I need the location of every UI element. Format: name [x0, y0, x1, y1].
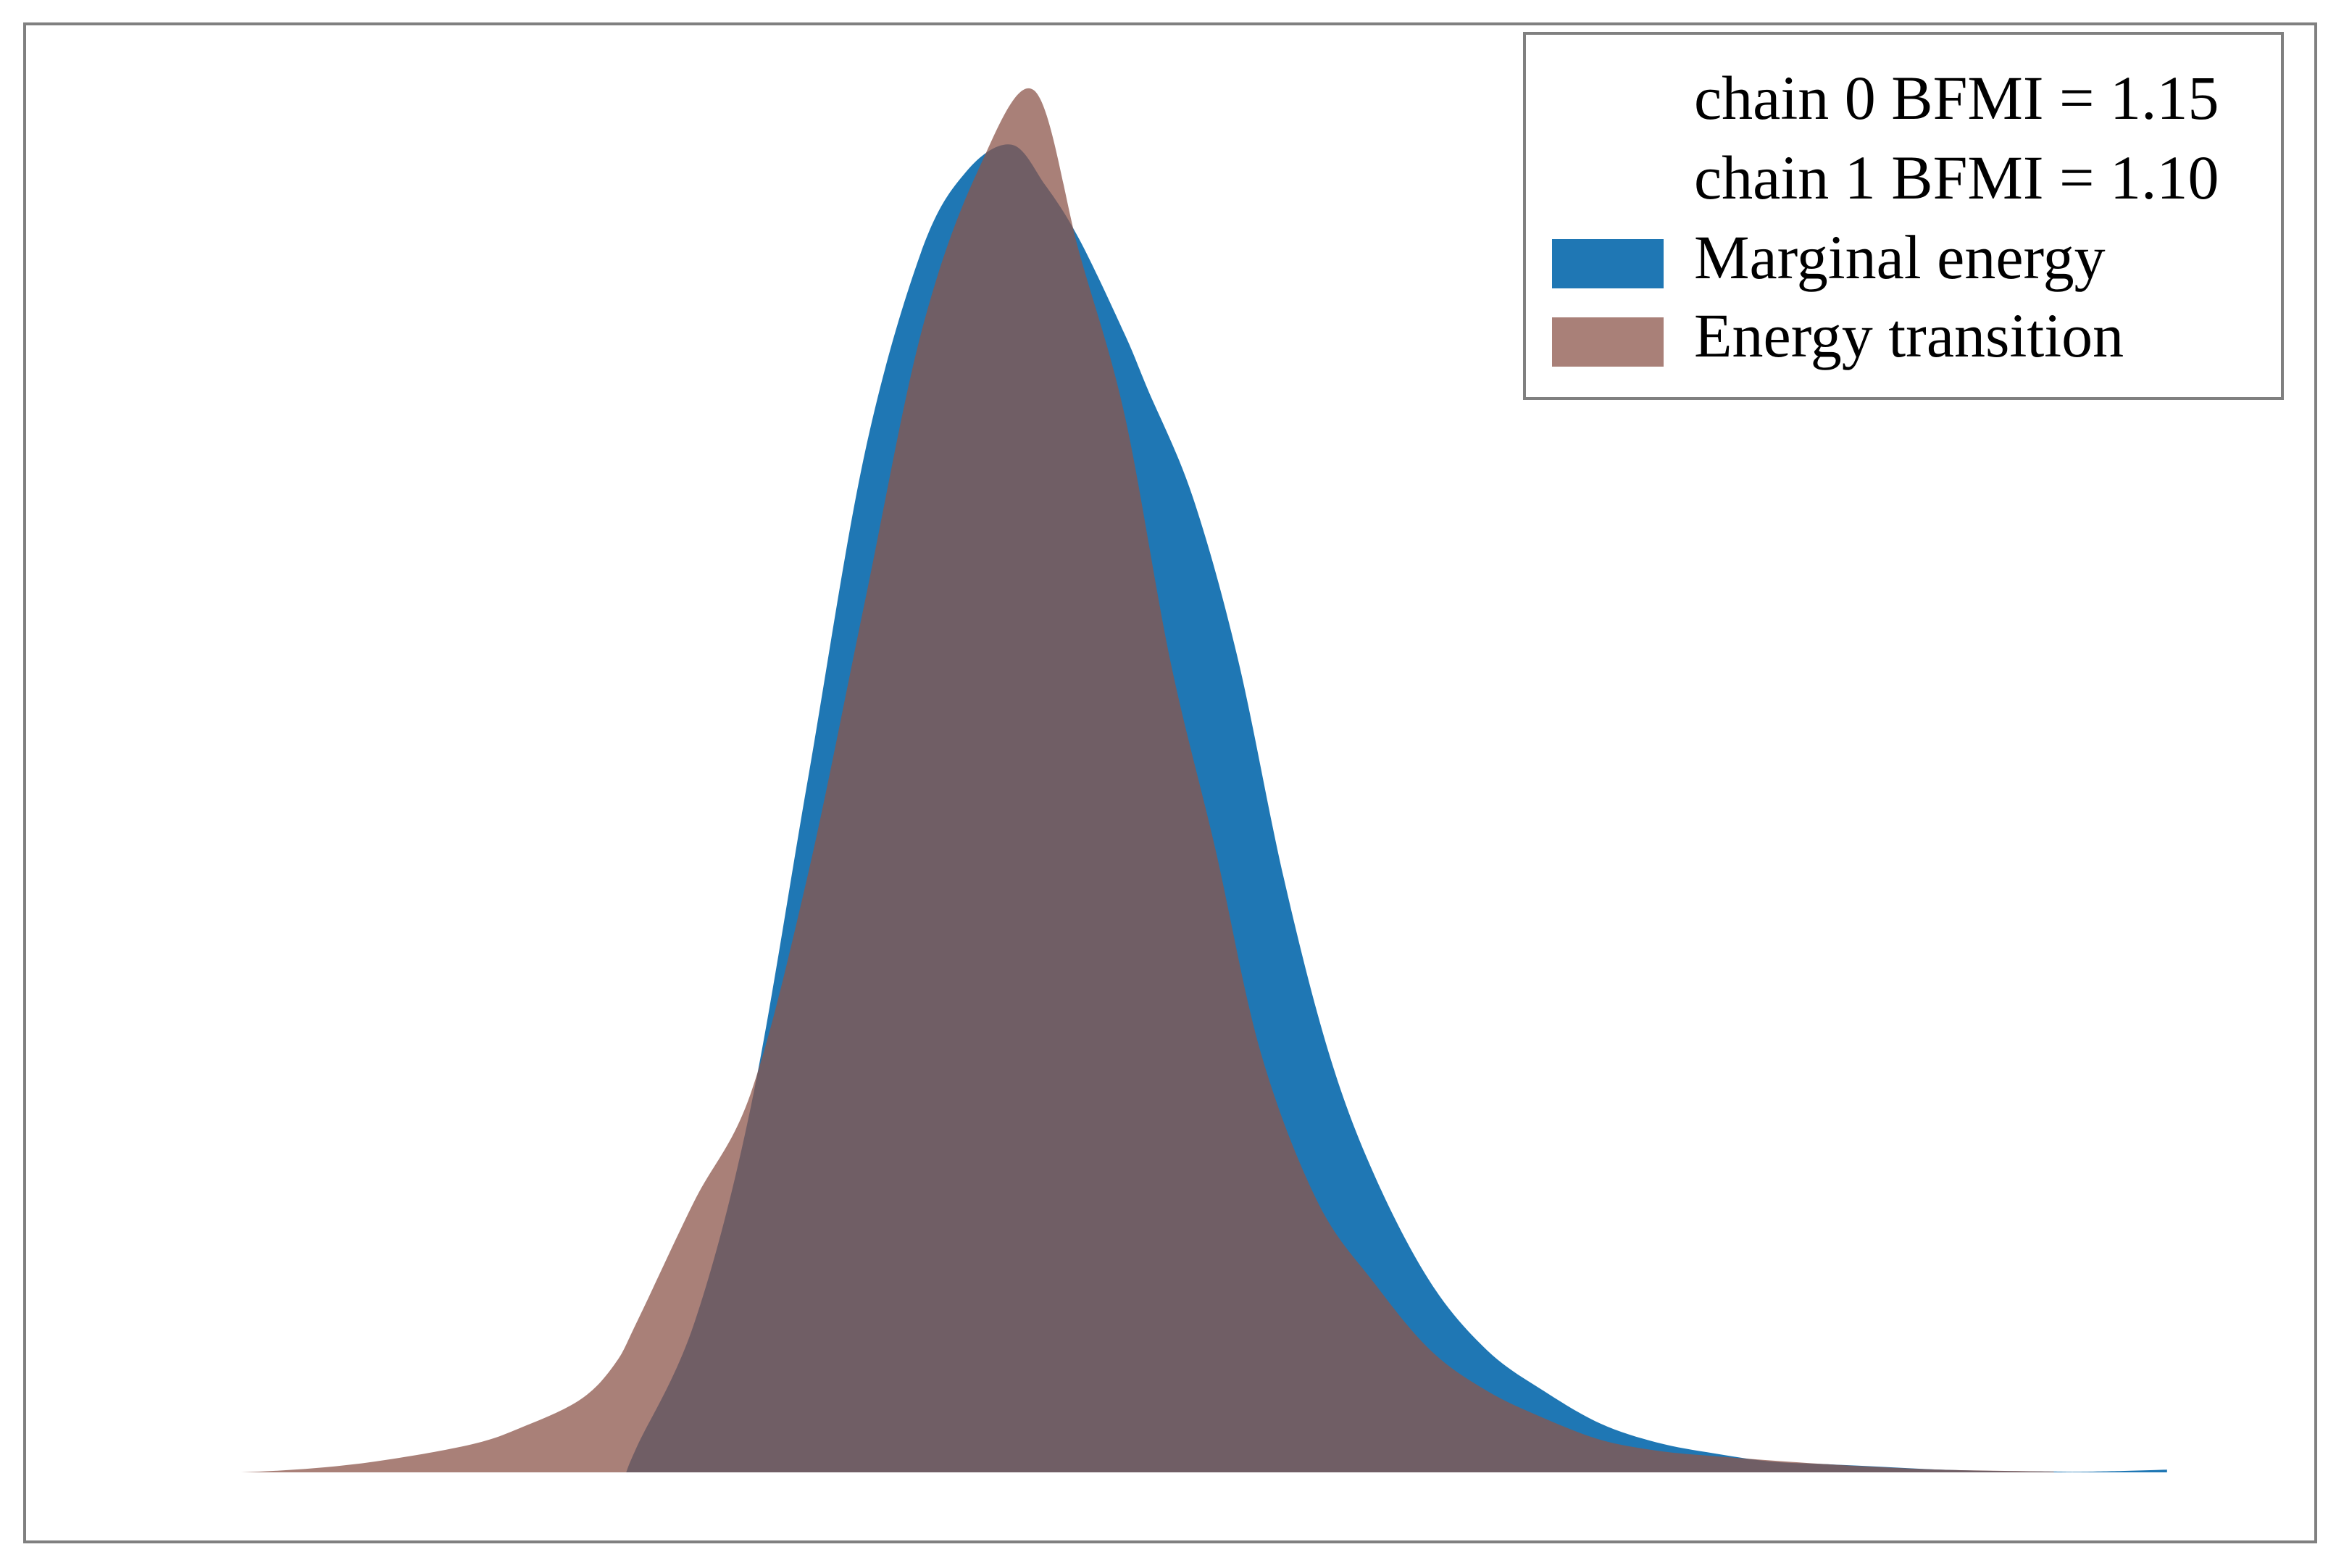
energy-transition-density — [128, 88, 2054, 1472]
legend-label-energy-transition: Energy transition — [1694, 301, 2124, 370]
legend-bfmi-chain-1: chain 1 BFMI = 1.10 — [1694, 143, 2219, 212]
legend-swatch-marginal-energy — [1552, 239, 1664, 288]
legend-swatch-energy-transition — [1552, 317, 1664, 367]
legend-label-marginal-energy: Marginal energy — [1694, 222, 2106, 292]
axes-frame — [23, 22, 2317, 1543]
legend-bfmi-chain-0: chain 0 BFMI = 1.15 — [1694, 63, 2219, 133]
density-layer — [128, 88, 2167, 1473]
legend: chain 0 BFMI = 1.15 chain 1 BFMI = 1.10 … — [1523, 32, 2284, 400]
